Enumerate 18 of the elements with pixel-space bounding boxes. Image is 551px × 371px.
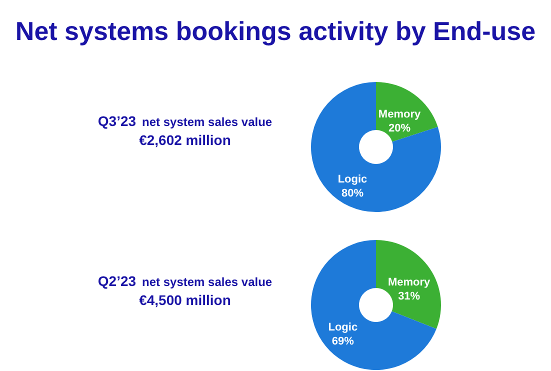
text: Q2’23: [98, 273, 136, 289]
text: Q3’23: [98, 113, 136, 129]
data-label: 31%: [398, 290, 420, 303]
chart-title: Net systems bookings activity by End-use: [14, 16, 537, 47]
text: €2,602 million: [138, 132, 232, 148]
text: net system sales value: [142, 115, 272, 129]
text: net system sales value: [142, 275, 272, 289]
donut-slice: [376, 240, 441, 329]
donut-slice: [311, 240, 436, 370]
slice-label: Logic: [328, 321, 358, 334]
data-label: 80%: [341, 187, 364, 200]
slice-label: Memory: [378, 108, 422, 121]
slice-label: Memory: [388, 276, 432, 289]
donut-slice: [311, 82, 441, 212]
data-label: 20%: [388, 122, 411, 135]
text: €4,500 million: [138, 292, 232, 308]
slice-label: Logic: [338, 173, 368, 186]
data-label: 69%: [332, 335, 354, 348]
